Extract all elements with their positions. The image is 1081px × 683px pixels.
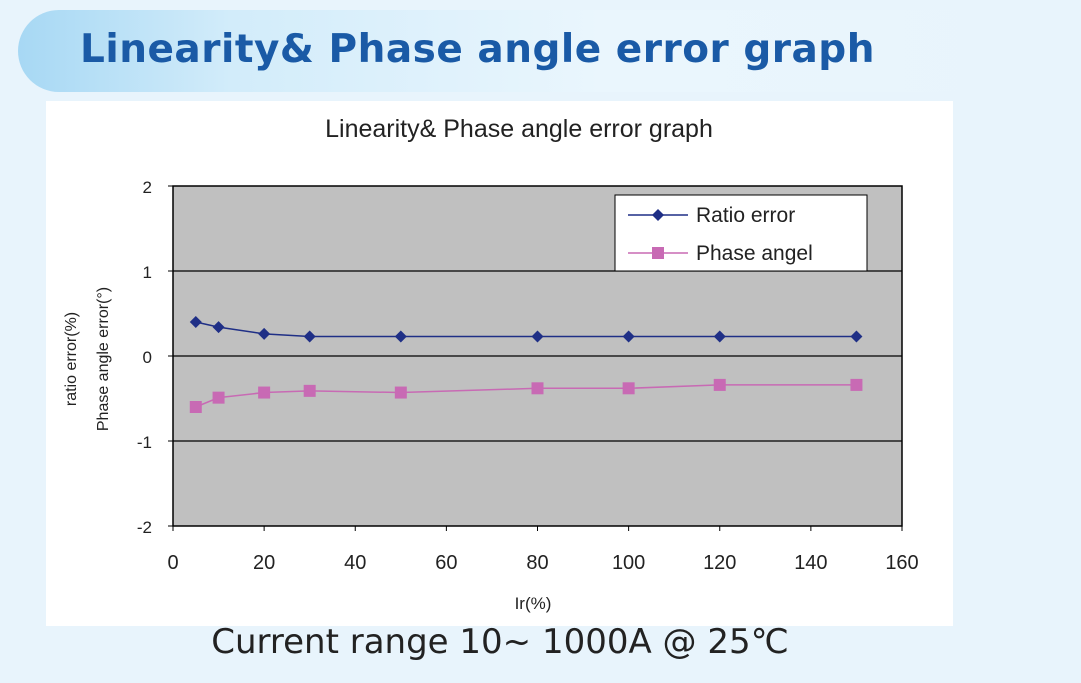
- chart-panel: Linearity& Phase angle error graph -2 -1 0…: [46, 101, 953, 626]
- legend-phase-marker: [652, 247, 664, 259]
- x-axis-label: Ir(%): [515, 594, 552, 613]
- phase-angle-point: [212, 391, 225, 404]
- ratio-error-point: [531, 330, 544, 343]
- ratio-error-point: [189, 316, 202, 328]
- ratio-error-point: [713, 330, 726, 343]
- y-axis-label: ratio error(%): [63, 312, 80, 406]
- x-tick-label: 80: [526, 552, 548, 574]
- chart-title: Linearity& Phase angle error graph: [325, 115, 713, 143]
- x-tick-label: 160: [885, 552, 918, 574]
- ratio-error-point: [850, 330, 863, 343]
- chart: Linearity& Phase angle error graph -2 -1 0…: [63, 115, 919, 613]
- ratio-error-point: [212, 321, 225, 334]
- x-tick-label: 40: [344, 552, 366, 574]
- phase-angle-point: [189, 401, 202, 413]
- ratio-error-point: [303, 330, 316, 343]
- y-tick-label: 0: [143, 348, 152, 367]
- ratio-error-point: [258, 327, 271, 340]
- x-tick-label: 0: [167, 552, 178, 574]
- y-tick-label: 1: [143, 263, 152, 282]
- y-tick-label: 2: [143, 178, 152, 197]
- x-tick-label: 120: [703, 552, 736, 574]
- caption: Current range 10~ 1000A @ 25℃: [211, 622, 789, 662]
- ratio-error-point: [622, 330, 635, 343]
- legend-ratio-label: Ratio error: [696, 204, 795, 227]
- phase-angle-point: [394, 386, 407, 399]
- legend-phase-label: Phase angel: [696, 242, 813, 265]
- x-tick-label: 20: [253, 552, 275, 574]
- y-axis-label-secondary: Phase angle error(°): [95, 287, 112, 431]
- y-tick-label: -1: [137, 433, 152, 452]
- legend: Ratio error Phase angel: [614, 194, 868, 272]
- phase-angle-point: [531, 382, 544, 395]
- ratio-error-point: [394, 330, 407, 343]
- phase-angle-point: [622, 382, 635, 395]
- x-tick-label: 60: [435, 552, 457, 574]
- phase-angle-point: [713, 378, 726, 391]
- phase-angle-point: [303, 384, 316, 397]
- y-tick-label: -2: [137, 518, 152, 537]
- x-tick-label: 100: [612, 552, 645, 574]
- legend-ratio-marker: [652, 209, 664, 221]
- title-banner: [18, 10, 1081, 92]
- page-title: Linearity& Phase angle error graph: [80, 27, 875, 72]
- phase-angle-point: [850, 378, 863, 391]
- phase-angle-point: [258, 386, 271, 399]
- x-tick-label: 140: [794, 552, 827, 574]
